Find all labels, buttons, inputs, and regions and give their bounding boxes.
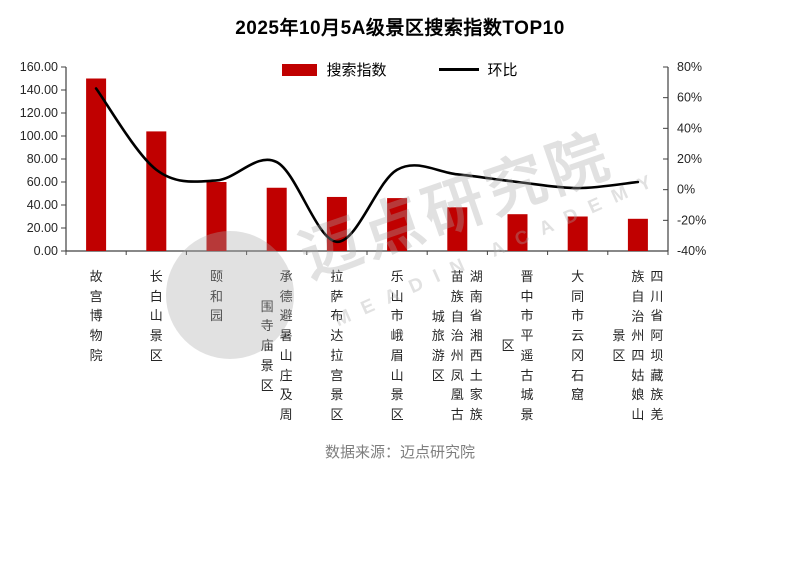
right-axis-tick-label: 80% — [677, 60, 702, 74]
left-axis-tick-label: 160.00 — [20, 60, 58, 74]
chart-page: 2025年10月5A级景区搜索指数TOP10 搜索指数 环比 0.00 20.00… — [0, 18, 800, 461]
watermark-logo-slash-icon — [358, 468, 456, 542]
left-axis-tick-label: 80.00 — [27, 152, 58, 166]
left-axis-tick-label: 100.00 — [20, 129, 58, 143]
bar-search-index[interactable] — [567, 216, 588, 252]
left-axis-tick-label: 40.00 — [27, 198, 58, 212]
left-axis-tick-label: 120.00 — [20, 106, 58, 120]
bar-search-index[interactable] — [326, 196, 347, 251]
chart-title: 2025年10月5A级景区搜索指数TOP10 — [235, 18, 565, 39]
watermark-logo-slash-icon — [350, 502, 454, 579]
bar-search-index[interactable] — [86, 78, 107, 252]
category-label: 拉萨布达拉宫景区 — [330, 269, 344, 422]
category-label: 乐山市峨眉山景区 — [390, 269, 404, 422]
legend-item-mom-change[interactable]: 环比 — [438, 59, 518, 80]
right-axis-tick-label: 40% — [677, 121, 702, 135]
legend-bar-label: 搜索指数 — [326, 62, 387, 79]
left-axis-tick-label: 60.00 — [27, 175, 58, 189]
right-axis-tick-label: 60% — [677, 91, 702, 105]
bar-search-index[interactable] — [507, 214, 528, 251]
bar-search-index[interactable] — [447, 207, 468, 251]
category-label: 长白山景区 — [149, 269, 163, 363]
legend: 搜索指数 环比 — [0, 59, 800, 80]
legend-line-swatch-icon — [438, 68, 479, 71]
category-label: 湖南省湘西土家族苗族自治州凤凰古城旅游区 — [431, 269, 483, 423]
category-label: 大同市云冈石窟 — [571, 269, 585, 403]
legend-line-label: 环比 — [487, 62, 518, 79]
category-label: 颐和园 — [209, 269, 223, 324]
chart-plot-area: 0.00 20.00 40.00 60.00 80.00 100.00 120.00 140.… — [20, 60, 706, 258]
bar-search-index[interactable] — [266, 187, 287, 251]
right-axis-tick-label: -40% — [677, 244, 706, 258]
category-label: 故宫博物院 — [89, 269, 103, 363]
trend-line-mom[interactable] — [94, 87, 640, 244]
data-source-note: 数据来源：迈点研究院 — [324, 444, 475, 461]
right-axis-tick-label: -20% — [677, 213, 706, 227]
left-axis-tick-label: 20.00 — [27, 221, 58, 235]
category-label: 晋中市平遥古城景区 — [501, 269, 534, 422]
right-axis-tick-label: 0% — [677, 183, 695, 197]
category-label: 承德避暑山庄及周围寺庙景区 — [260, 269, 293, 422]
left-axis-tick-label: 0.00 — [34, 244, 58, 258]
bar-search-index[interactable] — [387, 198, 408, 251]
bar-search-index[interactable] — [627, 218, 648, 251]
bar-search-index[interactable] — [146, 131, 167, 251]
category-label: 四川省阿坝藏族羌族自治州四姑娘山景区 — [612, 269, 664, 423]
right-axis-tick-label: 20% — [677, 152, 702, 166]
legend-bar-swatch-icon — [282, 63, 318, 76]
left-axis-tick-label: 140.00 — [20, 83, 58, 97]
legend-item-search-index[interactable]: 搜索指数 — [282, 59, 387, 80]
bar-search-index[interactable] — [206, 182, 227, 251]
